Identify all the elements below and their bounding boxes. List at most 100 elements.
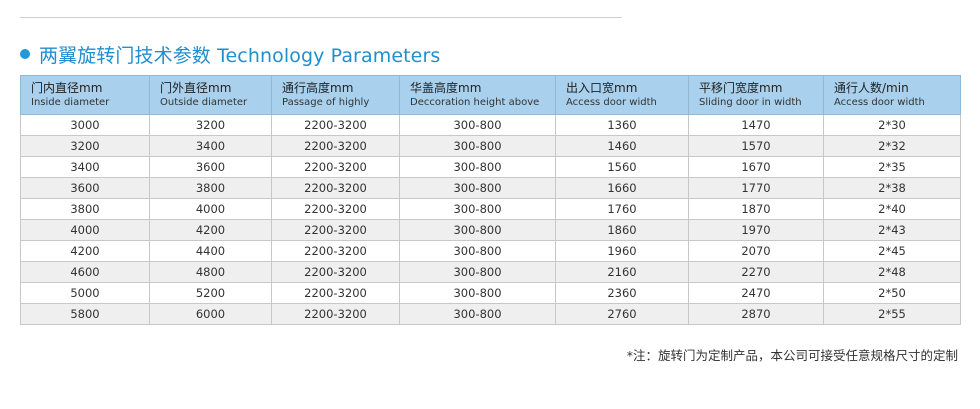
table-cell: 3800 [149, 177, 272, 199]
table-row: 3200 3400 2200-3200 300-800 1460 1570 2*32 [20, 135, 961, 157]
table-cell: 300-800 [399, 114, 556, 136]
table-cell: 1660 [555, 177, 689, 199]
table-cell: 3800 [20, 198, 150, 220]
table-cell: 2200-3200 [271, 303, 400, 325]
column-header: 通行高度mm Passage of highly [271, 75, 400, 115]
table-cell: 4600 [20, 261, 150, 283]
table-row: 4000 4200 2200-3200 300-800 1860 1970 2*43 [20, 219, 961, 241]
table-cell: 1570 [688, 135, 824, 157]
column-header-en: Sliding door in width [699, 97, 802, 108]
table-cell: 2*50 [823, 282, 961, 304]
table-cell: 1860 [555, 219, 689, 241]
table-cell: 5800 [20, 303, 150, 325]
table-cell: 2760 [555, 303, 689, 325]
column-header-en: Access door width [834, 97, 925, 108]
parameters-table: 门内直径mm Inside diameter 门外直径mm Outside diame… [20, 75, 961, 325]
table-row: 5800 6000 2200-3200 300-800 2760 2870 2*55 [20, 303, 961, 325]
table-cell: 2*45 [823, 240, 961, 262]
table-cell: 300-800 [399, 261, 556, 283]
table-cell: 3600 [149, 156, 272, 178]
table-cell: 4000 [149, 198, 272, 220]
table-cell: 1470 [688, 114, 824, 136]
section-heading: 两翼旋转门技术参数 Technology Parameters [20, 40, 440, 68]
table-body: 3000 3200 2200-3200 300-800 1360 1470 2*30 3200… [20, 114, 961, 325]
table-cell: 3000 [20, 114, 150, 136]
table-cell: 300-800 [399, 135, 556, 157]
table-cell: 2870 [688, 303, 824, 325]
table-cell: 3400 [20, 156, 150, 178]
table-cell: 2200-3200 [271, 282, 400, 304]
table-cell: 2360 [555, 282, 689, 304]
table-cell: 300-800 [399, 303, 556, 325]
table-cell: 2*48 [823, 261, 961, 283]
table-cell: 5200 [149, 282, 272, 304]
table-cell: 2160 [555, 261, 689, 283]
table-cell: 300-800 [399, 156, 556, 178]
column-header-en: Outside diameter [160, 97, 248, 108]
table-cell: 1960 [555, 240, 689, 262]
column-header-en: Inside diameter [31, 97, 110, 108]
table-cell: 2*30 [823, 114, 961, 136]
table-cell: 1770 [688, 177, 824, 199]
table-cell: 4200 [149, 219, 272, 241]
column-header-zh: 门外直径mm [160, 81, 232, 95]
table-row: 5000 5200 2200-3200 300-800 2360 2470 2*50 [20, 282, 961, 304]
column-header: 平移门宽度mm Sliding door in width [688, 75, 824, 115]
table-header-row: 门内直径mm Inside diameter 门外直径mm Outside diame… [20, 75, 961, 115]
table-cell: 300-800 [399, 240, 556, 262]
table-row: 3600 3800 2200-3200 300-800 1660 1770 2*38 [20, 177, 961, 199]
table-cell: 2270 [688, 261, 824, 283]
table-cell: 1760 [555, 198, 689, 220]
table-cell: 1560 [555, 156, 689, 178]
table-cell: 2*32 [823, 135, 961, 157]
table-cell: 2200-3200 [271, 240, 400, 262]
table-cell: 2200-3200 [271, 219, 400, 241]
column-header-zh: 出入口宽mm [566, 81, 638, 95]
table-cell: 4200 [20, 240, 150, 262]
table-cell: 3600 [20, 177, 150, 199]
table-cell: 2*55 [823, 303, 961, 325]
table-cell: 300-800 [399, 177, 556, 199]
column-header-zh: 门内直径mm [31, 81, 103, 95]
table-cell: 1360 [555, 114, 689, 136]
column-header: 门内直径mm Inside diameter [20, 75, 150, 115]
table-cell: 4800 [149, 261, 272, 283]
table-row: 4200 4400 2200-3200 300-800 1960 2070 2*45 [20, 240, 961, 262]
table-row: 3400 3600 2200-3200 300-800 1560 1670 2*35 [20, 156, 961, 178]
table-cell: 2200-3200 [271, 156, 400, 178]
table-cell: 2200-3200 [271, 198, 400, 220]
table-row: 3000 3200 2200-3200 300-800 1360 1470 2*30 [20, 114, 961, 136]
table-cell: 3200 [149, 114, 272, 136]
footnote: *注：旋转门为定制产品，本公司可接受任意规格尺寸的定制 [626, 348, 958, 363]
table-cell: 300-800 [399, 282, 556, 304]
column-header-en: Deccoration height above [410, 97, 540, 108]
table-cell: 2*40 [823, 198, 961, 220]
table-cell: 1460 [555, 135, 689, 157]
table-cell: 3200 [20, 135, 150, 157]
table-row: 4600 4800 2200-3200 300-800 2160 2270 2*48 [20, 261, 961, 283]
table-cell: 6000 [149, 303, 272, 325]
table-cell: 2470 [688, 282, 824, 304]
table-cell: 2*38 [823, 177, 961, 199]
column-header-en: Passage of highly [282, 97, 370, 108]
table-cell: 2200-3200 [271, 177, 400, 199]
table-cell: 300-800 [399, 219, 556, 241]
table-cell: 4000 [20, 219, 150, 241]
table-cell: 2*35 [823, 156, 961, 178]
column-header: 门外直径mm Outside diameter [149, 75, 272, 115]
column-header: 通行人数/min Access door width [823, 75, 961, 115]
table-cell: 2200-3200 [271, 135, 400, 157]
table-cell: 1970 [688, 219, 824, 241]
table-cell: 1870 [688, 198, 824, 220]
column-header-zh: 通行人数/min [834, 81, 909, 95]
heading-title: 两翼旋转门技术参数 Technology Parameters [39, 44, 441, 67]
table-row: 3800 4000 2200-3200 300-800 1760 1870 2*40 [20, 198, 961, 220]
table-cell: 5000 [20, 282, 150, 304]
table-cell: 300-800 [399, 198, 556, 220]
table-cell: 1670 [688, 156, 824, 178]
table-cell: 4400 [149, 240, 272, 262]
table-cell: 2070 [688, 240, 824, 262]
column-header-en: Access door width [566, 97, 657, 108]
table-cell: 2*43 [823, 219, 961, 241]
column-header-zh: 华盖高度mm [410, 81, 482, 95]
